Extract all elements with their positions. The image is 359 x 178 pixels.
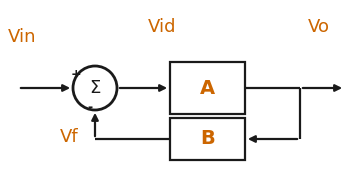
Text: B: B — [200, 130, 215, 148]
Text: A: A — [200, 78, 215, 98]
Bar — [170, 118, 245, 160]
Text: Vo: Vo — [308, 18, 330, 36]
Text: +: + — [71, 67, 81, 80]
Text: Vf: Vf — [60, 128, 79, 146]
Text: Σ: Σ — [89, 79, 101, 97]
Text: Vin: Vin — [8, 28, 37, 46]
Bar — [170, 62, 245, 114]
Text: -: - — [88, 101, 93, 114]
Text: Vid: Vid — [148, 18, 177, 36]
